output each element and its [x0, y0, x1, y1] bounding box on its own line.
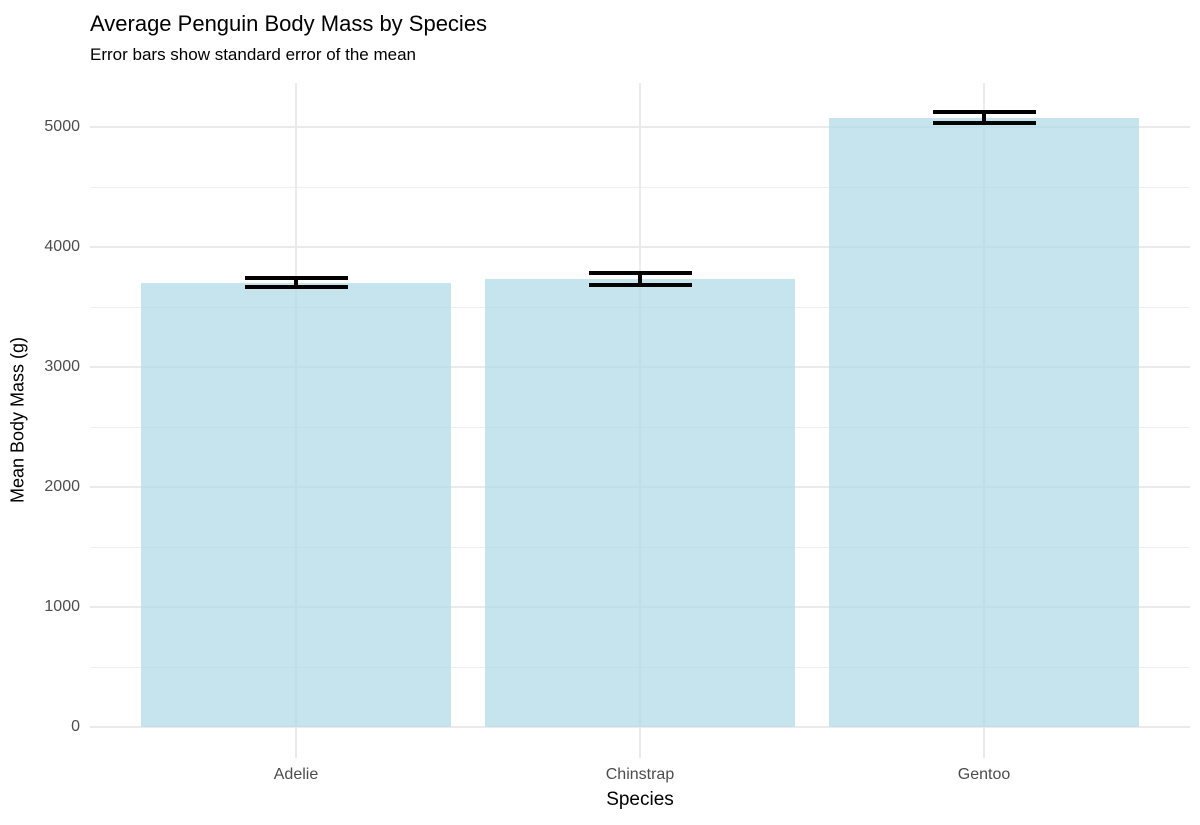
bar-adelie: [141, 282, 451, 727]
bar-chinstrap: [485, 279, 795, 727]
x-tick-label-adelie: Adelie: [273, 766, 319, 783]
chart-title: Average Penguin Body Mass by Species: [90, 11, 488, 36]
y-tick-label-2000: 2000: [44, 478, 80, 495]
x-tick-label-gentoo: Gentoo: [957, 766, 1011, 783]
errorbar-cap-bottom: [588, 282, 692, 287]
errorbar-cap-bottom: [244, 285, 348, 290]
chart-subtitle: Error bars show standard error of the me…: [90, 45, 416, 64]
errorbar-adelie: [244, 276, 348, 290]
plot-panel: [90, 83, 1190, 758]
y-tick-label-4000: 4000: [44, 238, 80, 255]
errorbar-gentoo: [932, 110, 1036, 126]
y-tick-label-5000: 5000: [44, 118, 80, 135]
y-tick-label-0: 0: [71, 718, 80, 735]
errorbar-stem: [982, 112, 986, 124]
errorbar-chinstrap: [588, 271, 692, 287]
y-axis-title: Mean Body Mass (g): [7, 336, 28, 504]
y-tick-label-3000: 3000: [44, 358, 80, 375]
errorbar-stem: [638, 273, 642, 285]
x-tick-label-chinstrap: Chinstrap: [605, 766, 675, 783]
errorbar-cap-bottom: [932, 121, 1036, 126]
y-tick-label-1000: 1000: [44, 598, 80, 615]
bar-gentoo: [829, 117, 1139, 727]
x-axis-title: Species: [606, 789, 674, 810]
errorbar-stem: [294, 278, 298, 288]
